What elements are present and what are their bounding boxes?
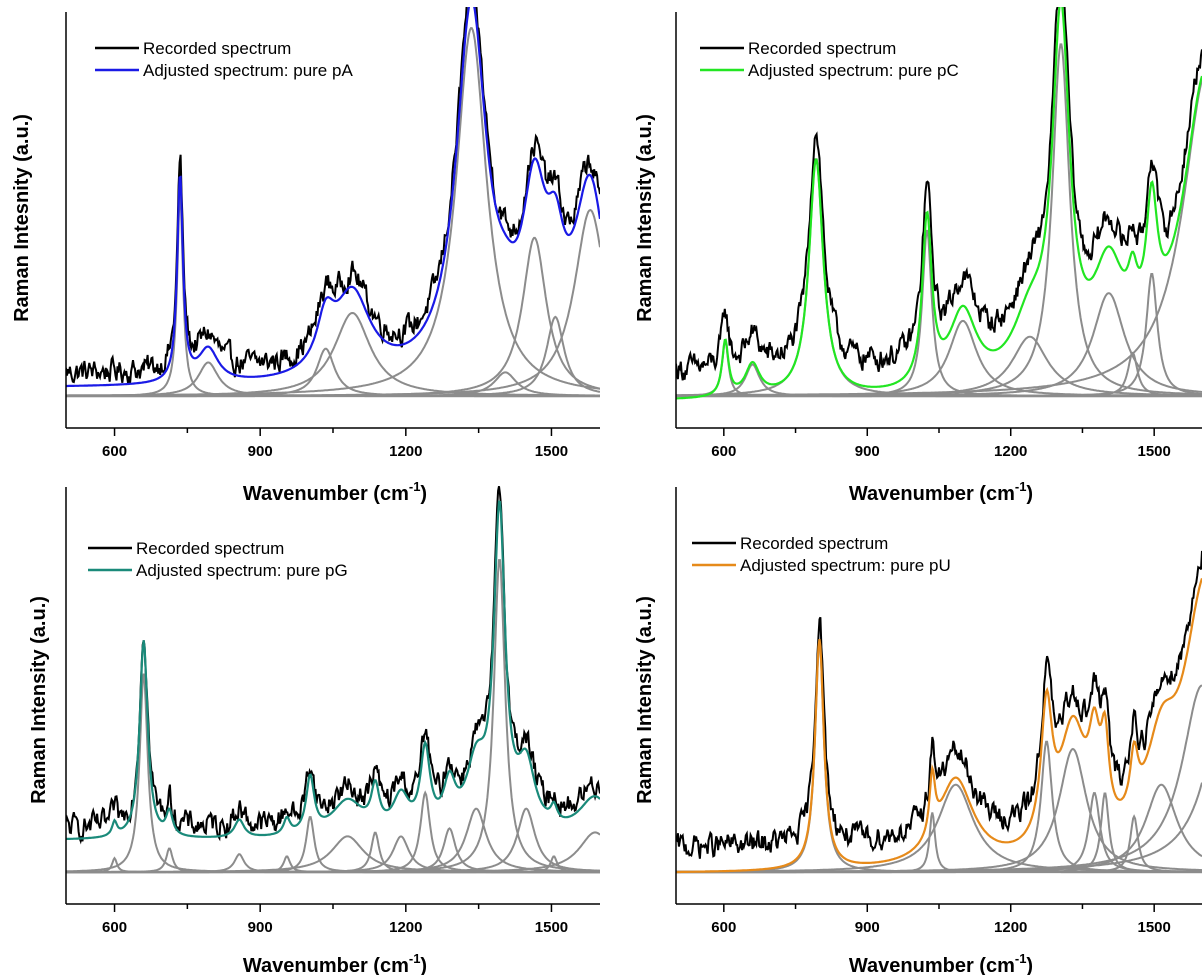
x-tick-label: 900 [855, 443, 880, 460]
panel-top-left: 600 900 1200 1500 Wavenumber (cm-1) Raman Int… [11, 7, 600, 505]
x-tick-label: 1200 [389, 919, 422, 936]
x-axis-title-close: ) [420, 955, 427, 975]
x-axis-title-superscript: -1 [1015, 951, 1027, 966]
legend-label: Recorded spectrum [143, 39, 291, 58]
component-peak-1 [66, 361, 600, 398]
component-peak-0 [676, 641, 1202, 873]
x-tick-label: 1500 [535, 919, 568, 936]
legend-label: Recorded spectrum [740, 534, 888, 553]
x-tick-label: 900 [248, 443, 273, 460]
x-tick-label: 1500 [1137, 919, 1170, 936]
component-peak-5 [66, 371, 600, 398]
x-tick-label: 1200 [994, 919, 1027, 936]
y-axis-title: Raman Intensity (a.u.) [28, 596, 50, 804]
x-axis-title-close: ) [420, 483, 427, 505]
y-axis-title: Raman Intesnity (a.u.) [11, 114, 33, 322]
x-axis-title-close: ) [1026, 483, 1033, 505]
series-recorded-spectrum [676, 7, 1202, 381]
plot-area [66, 486, 600, 874]
series-recorded-spectrum [66, 7, 600, 384]
x-tick-label: 1500 [1137, 443, 1170, 460]
x-axis-title-superscript: -1 [409, 951, 421, 966]
x-axis-title-text: Wavenumber (cm [849, 955, 1015, 975]
x-tick-label: 900 [248, 919, 273, 936]
component-peak-10 [676, 79, 1202, 397]
legend: Recorded spectrum Adjusted spectrum: pure… [88, 539, 348, 580]
series-adjusted-spectrum [676, 578, 1202, 874]
legend-label: Recorded spectrum [748, 39, 896, 58]
x-axis-title: Wavenumber (cm-1) [243, 479, 427, 505]
legend-label: Adjusted spectrum: pure pG [136, 561, 348, 580]
x-tick-label: 600 [102, 919, 127, 936]
panel-top-right: 600 900 1200 1500 Wavenumber (cm-1) Raman Int… [634, 7, 1202, 505]
x-tick-label: 900 [855, 919, 880, 936]
x-axis-title-superscript: -1 [1015, 479, 1027, 494]
x-axis-title: Wavenumber (cm-1) [243, 951, 427, 975]
panel-bottom-right: 600 900 1200 1500 Wavenumber (cm-1) Raman Int… [634, 487, 1202, 975]
plot-area [676, 7, 1202, 400]
series-recorded-spectrum [676, 550, 1202, 859]
legend-label: Adjusted spectrum: pure pU [740, 556, 951, 575]
x-tick-label: 1200 [389, 443, 422, 460]
x-axis-title-superscript: -1 [409, 479, 421, 494]
x-axis-title-text: Wavenumber (cm [849, 483, 1015, 505]
component-peak-8 [66, 208, 600, 397]
x-axis-title-close: ) [1026, 955, 1033, 975]
x-axis-title-text: Wavenumber (cm [243, 955, 409, 975]
legend-label: Recorded spectrum [136, 539, 284, 558]
plot-area [676, 550, 1202, 874]
x-tick-label: 600 [102, 443, 127, 460]
plot-area [66, 7, 600, 398]
x-axis-title-text: Wavenumber (cm [243, 483, 409, 505]
x-axis-title: Wavenumber (cm-1) [849, 951, 1033, 975]
legend: Recorded spectrum Adjusted spectrum: pure… [700, 39, 959, 80]
x-tick-label: 1500 [535, 443, 568, 460]
component-peak-4 [66, 27, 600, 397]
x-tick-label: 600 [711, 919, 736, 936]
x-tick-label: 1200 [994, 443, 1027, 460]
series-adjusted-spectrum [66, 7, 600, 388]
legend-label: Adjusted spectrum: pure pC [748, 61, 959, 80]
y-axis-title: Raman Intensity (a.u.) [634, 596, 656, 804]
legend: Recorded spectrum Adjusted spectrum: pure… [95, 39, 353, 80]
component-peak-3 [676, 740, 1202, 873]
component-peak-6 [676, 43, 1202, 397]
series-adjusted-spectrum [676, 7, 1202, 400]
legend: Recorded spectrum Adjusted spectrum: pure… [692, 534, 951, 575]
x-tick-label: 600 [711, 443, 736, 460]
series-adjusted-spectrum [66, 500, 600, 841]
x-axis-title: Wavenumber (cm-1) [849, 479, 1033, 505]
component-peak-2 [66, 847, 600, 874]
y-axis-title: Raman Intensity (a.u.) [634, 114, 656, 322]
component-peak-6 [66, 236, 600, 397]
legend-label: Adjusted spectrum: pure pA [143, 61, 353, 80]
